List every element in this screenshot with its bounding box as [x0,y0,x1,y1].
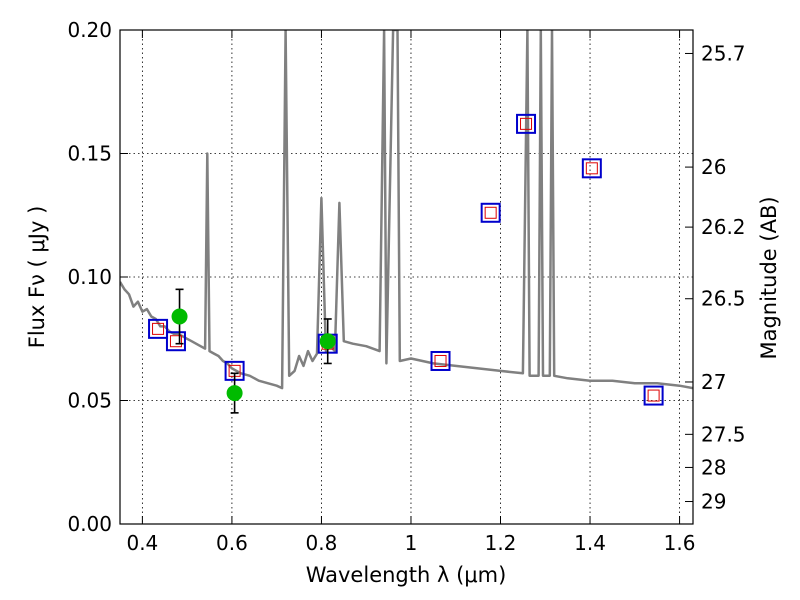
photometry-point [319,333,336,350]
y-axis-title-left: Flux Fν ( μJy ) [25,206,49,349]
model-band-square-inner [520,117,533,130]
x-tick-label: 1.2 [485,531,517,555]
right-tick-label: 28 [701,455,726,479]
x-tick-label: 1.4 [574,531,606,555]
model-band-square [643,385,664,406]
model-band-square [165,331,186,352]
right-tick-label: 25.7 [701,41,746,65]
model-band-square [430,350,451,371]
x-tick-label: 0.6 [216,531,248,555]
right-tick-label: 27 [701,370,726,394]
x-tick-label: 1 [405,531,418,555]
model-band-square [581,158,602,179]
y-tick-label: 0.00 [67,512,112,536]
model-band-square-inner [585,162,598,175]
model-band-square [148,318,169,339]
right-tick-label: 26.2 [701,215,746,239]
model-band-square-inner [152,322,165,335]
y-tick-label: 0.05 [67,389,112,413]
y-axis-left: 0.00 0.05 0.10 0.15 0.20 [67,18,128,536]
model-band-square-inner [647,389,660,402]
x-tick-label: 1.6 [664,531,696,555]
right-tick-label: 26 [701,155,726,179]
photometry-point [171,308,188,325]
y-tick-label: 0.15 [67,142,112,166]
y-axis-title-right: Magnitude (AB) [757,196,781,359]
model-spectrum-line [120,30,693,390]
model-band-square-inner [169,335,182,348]
model-band-square [516,113,537,134]
x-tick-label: 0.4 [126,531,158,555]
x-axis: 0.4 0.6 0.8 1 1.2 1.4 1.6 [126,30,695,555]
x-tick-label: 0.8 [306,531,338,555]
right-tick-label: 27.5 [701,422,746,446]
photometry-point [226,385,243,402]
right-tick-label: 29 [701,490,726,514]
model-band-square-inner [434,354,447,367]
model-band-square-inner [484,206,497,219]
right-tick-label: 26.5 [701,287,746,311]
y-tick-label: 0.10 [67,265,112,289]
y-axis-right: 25.7 26 26.2 26.5 27 27.5 28 29 [685,41,746,514]
y-tick-label: 0.20 [67,18,112,42]
series-layer [120,30,693,390]
model-band-square [480,202,501,223]
marker-layer [148,113,664,414]
x-axis-title: Wavelength λ (μm) [306,563,507,587]
